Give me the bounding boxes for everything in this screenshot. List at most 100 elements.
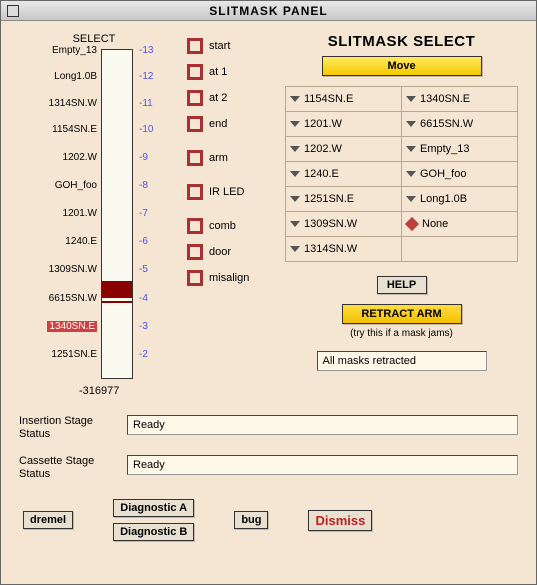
- select-bar-area: Empty_13-13Long1.0B-121314SN.W-111154SN.…: [19, 49, 169, 401]
- check-box-start[interactable]: [187, 38, 203, 54]
- check-box-IR LED[interactable]: [187, 184, 203, 200]
- bar-tick--4: -4: [139, 293, 148, 304]
- move-button[interactable]: Move: [322, 56, 482, 76]
- check-label-misalign: misalign: [209, 272, 249, 284]
- check-label-end: end: [209, 118, 227, 130]
- mask-item-1251SN.E[interactable]: 1251SN.E: [286, 187, 401, 211]
- mask-item-6615SN.W[interactable]: 6615SN.W: [402, 112, 517, 136]
- window-title: SLITMASK PANEL: [209, 4, 327, 18]
- mask-item-Long1.0B[interactable]: Long1.0B: [402, 187, 517, 211]
- chevron-down-icon: [290, 96, 300, 102]
- dismiss-button[interactable]: Dismiss: [308, 510, 372, 531]
- check-door[interactable]: door: [187, 241, 267, 263]
- select-title: SELECT: [19, 33, 169, 45]
- close-icon[interactable]: [7, 5, 19, 17]
- bar-tick--3: -3: [139, 321, 148, 332]
- chevron-down-icon: [290, 121, 300, 127]
- bar-tick--11: -11: [139, 98, 153, 109]
- check-label-start: start: [209, 40, 230, 52]
- mask-label: GOH_foo: [420, 168, 466, 180]
- select-bottom-value: -316977: [79, 385, 119, 397]
- check-box-misalign[interactable]: [187, 270, 203, 286]
- retract-arm-button[interactable]: RETRACT ARM: [342, 304, 462, 324]
- chevron-down-icon: [290, 146, 300, 152]
- check-at 2[interactable]: at 2: [187, 87, 267, 109]
- chevron-down-icon: [290, 221, 300, 227]
- chevron-down-icon: [290, 196, 300, 202]
- check-label-at 2: at 2: [209, 92, 227, 104]
- diagnostic-b-button[interactable]: Diagnostic B: [113, 523, 194, 541]
- dremel-button[interactable]: dremel: [23, 511, 73, 529]
- bar-tick--8: -8: [139, 180, 148, 191]
- bar-tick--2: -2: [139, 349, 148, 360]
- check-start[interactable]: start: [187, 35, 267, 57]
- retracted-status: All masks retracted: [317, 351, 487, 371]
- mask-item-empty: [402, 237, 517, 261]
- bar-label-1340SN.E: 1340SN.E: [47, 321, 97, 332]
- checkbox-column: start at 1 at 2 end arm IR LED comb door misalig…: [187, 33, 267, 401]
- mask-label: 1154SN.E: [304, 93, 353, 105]
- mask-grid: 1154SN.E 1340SN.E 1201.W 6615SN.W 1202.W Empt…: [285, 86, 518, 262]
- bar-label-1202.W: 1202.W: [63, 152, 97, 163]
- check-box-comb[interactable]: [187, 218, 203, 234]
- bar-tick--9: -9: [139, 152, 148, 163]
- mask-label: 6615SN.W: [420, 118, 473, 130]
- diagnostic-a-button[interactable]: Diagnostic A: [113, 499, 194, 517]
- check-box-end[interactable]: [187, 116, 203, 132]
- mask-item-1314SN.W[interactable]: 1314SN.W: [286, 237, 401, 261]
- mask-item-1340SN.E[interactable]: 1340SN.E: [402, 87, 517, 111]
- bar-label-1240.E: 1240.E: [65, 236, 97, 247]
- mask-label: 1251SN.E: [304, 193, 354, 205]
- mask-label: Empty_13: [420, 143, 470, 155]
- slitmask-select-title: SLITMASK SELECT: [285, 33, 518, 50]
- chevron-down-icon: [290, 171, 300, 177]
- check-box-at 2[interactable]: [187, 90, 203, 106]
- mask-item-GOH_foo[interactable]: GOH_foo: [402, 162, 517, 186]
- mask-item-Empty_13[interactable]: Empty_13: [402, 137, 517, 161]
- mask-item-1201.W[interactable]: 1201.W: [286, 112, 401, 136]
- check-label-at 1: at 1: [209, 66, 227, 78]
- mask-label: 1202.W: [304, 143, 342, 155]
- check-box-door[interactable]: [187, 244, 203, 260]
- chevron-down-icon: [406, 146, 416, 152]
- diamond-icon: [405, 217, 419, 231]
- bar-label-Empty_13: Empty_13: [52, 45, 97, 56]
- select-column: SELECT Empty_13-13Long1.0B-121314SN.W-11…: [19, 33, 169, 401]
- check-box-at 1[interactable]: [187, 64, 203, 80]
- insertion-status-label: Insertion Stage Status: [19, 415, 117, 441]
- chevron-down-icon: [406, 96, 416, 102]
- mask-item-1202.W[interactable]: 1202.W: [286, 137, 401, 161]
- mask-item-1240.E[interactable]: 1240.E: [286, 162, 401, 186]
- mask-item-1154SN.E[interactable]: 1154SN.E: [286, 87, 401, 111]
- check-end[interactable]: end: [187, 113, 267, 135]
- chevron-down-icon: [406, 121, 416, 127]
- chevron-down-icon: [290, 246, 300, 252]
- bar-label-Long1.0B: Long1.0B: [54, 71, 97, 82]
- bar-label-GOH_foo: GOH_foo: [55, 180, 97, 191]
- mask-label: 1314SN.W: [304, 243, 357, 255]
- mask-label: 1340SN.E: [420, 93, 470, 105]
- check-label-comb: comb: [209, 220, 236, 232]
- check-at 1[interactable]: at 1: [187, 61, 267, 83]
- titlebar[interactable]: SLITMASK PANEL: [1, 1, 536, 21]
- bar-label-1251SN.E: 1251SN.E: [51, 349, 97, 360]
- bar-label-1201.W: 1201.W: [63, 208, 97, 219]
- bug-button[interactable]: bug: [234, 511, 268, 529]
- select-bar: [101, 49, 133, 379]
- bar-tick--10: -10: [139, 124, 153, 135]
- check-label-arm: arm: [209, 152, 228, 164]
- mask-label: 1201.W: [304, 118, 342, 130]
- check-misalign[interactable]: misalign: [187, 267, 267, 289]
- mask-item-None[interactable]: None: [402, 212, 517, 236]
- insertion-status-value: Ready: [127, 415, 518, 435]
- help-button[interactable]: HELP: [377, 276, 427, 294]
- slitmask-window: SLITMASK PANEL SELECT Empty_13-13Long1.0…: [0, 0, 537, 585]
- check-box-arm[interactable]: [187, 150, 203, 166]
- bar-tick--12: -12: [139, 71, 153, 82]
- chevron-down-icon: [406, 196, 416, 202]
- check-comb[interactable]: comb: [187, 215, 267, 237]
- check-IR LED[interactable]: IR LED: [187, 181, 267, 203]
- check-arm[interactable]: arm: [187, 147, 267, 169]
- mask-item-1309SN.W[interactable]: 1309SN.W: [286, 212, 401, 236]
- slitmask-select-column: SLITMASK SELECT Move 1154SN.E 1340SN.E 120…: [285, 33, 518, 401]
